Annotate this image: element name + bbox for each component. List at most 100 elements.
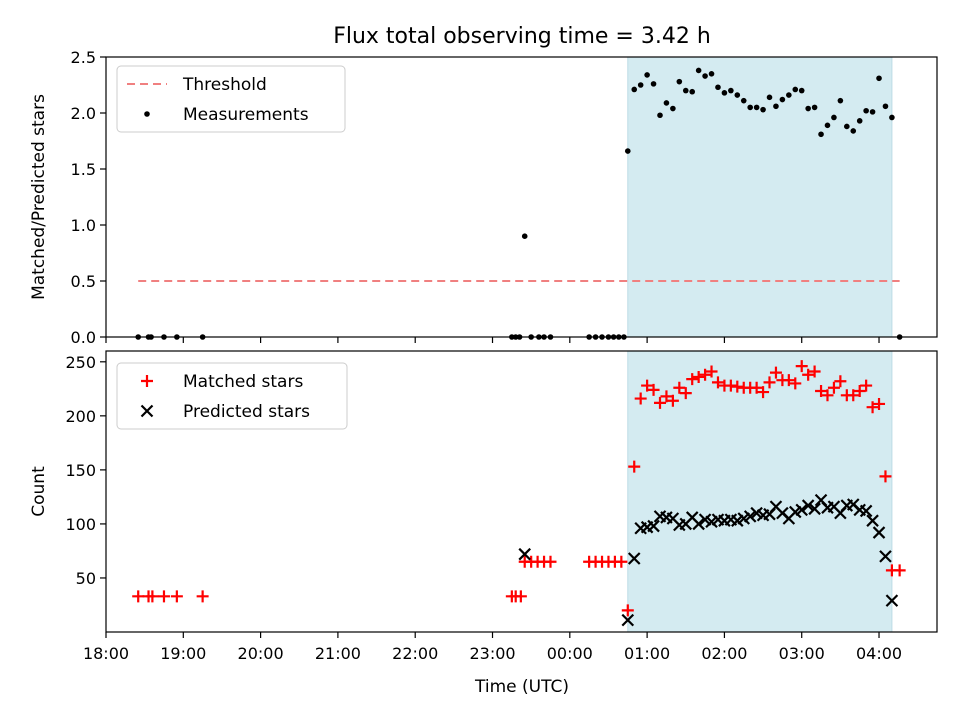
measurements-point xyxy=(850,128,857,134)
legend: Threshold Measurements xyxy=(116,65,346,133)
predicted-stars-point xyxy=(885,594,899,607)
legend-box xyxy=(116,362,348,430)
matched-stars-point xyxy=(821,389,834,402)
matched-stars-point xyxy=(705,365,718,378)
x-tick-label: 04:00 xyxy=(856,644,902,663)
measurements-point xyxy=(856,118,863,124)
measurements-point xyxy=(760,106,766,113)
y-tick-label: 2.0 xyxy=(71,104,96,123)
matched-stars-point xyxy=(769,366,782,379)
matched-stars-point xyxy=(641,379,654,392)
matched-stars-point xyxy=(763,376,776,389)
matched-stars-point xyxy=(170,590,183,603)
matched-stars-point xyxy=(834,375,847,388)
y-tick-label: 1.5 xyxy=(71,160,96,179)
predicted-stars-point xyxy=(879,550,892,563)
measurements-point xyxy=(624,148,631,154)
legend-box xyxy=(116,65,346,133)
measurements-point xyxy=(869,109,876,115)
matched-stars-point xyxy=(847,389,860,402)
x-tick-label: 23:00 xyxy=(469,644,515,663)
matched-stars-point xyxy=(196,590,209,603)
legend-label: Threshold xyxy=(182,75,267,95)
matched-stars-point xyxy=(692,370,705,383)
y-tick-label: 50 xyxy=(76,569,96,588)
matched-stars-point xyxy=(514,590,527,603)
predicted-stars-point xyxy=(692,517,705,531)
predicted-stars-point xyxy=(808,502,821,516)
measurements-point xyxy=(682,87,689,94)
measurements-point xyxy=(786,92,792,98)
measurements-point xyxy=(811,104,818,111)
matched-stars-point xyxy=(866,401,879,414)
y-axis-label: Matched/Predicted stars xyxy=(29,94,49,300)
predicted-stars-point xyxy=(859,504,873,518)
measurements-point xyxy=(773,103,779,110)
matched-stars-point xyxy=(879,470,892,483)
chart-title: Flux total observing time = 3.42 h xyxy=(333,24,711,49)
matched-stars-point xyxy=(795,360,808,373)
matched-stars-point xyxy=(666,394,679,407)
predicted-stars-point xyxy=(647,519,660,533)
matched-stars-point xyxy=(782,374,795,387)
legend-label: Measurements xyxy=(183,105,309,125)
legend-label: Matched stars xyxy=(183,372,303,392)
matched-stars-point xyxy=(621,604,634,617)
measurements-point xyxy=(882,103,889,110)
top-panel: 0.0 0.5 1.0 1.5 2.0 2.5 Matched/Predicted star… xyxy=(29,48,938,347)
x-tick-label: 03:00 xyxy=(779,644,825,663)
measurements-point xyxy=(805,105,811,112)
axes-frame xyxy=(105,350,938,633)
x-tick-label: 00:00 xyxy=(547,644,593,663)
measurements-point xyxy=(824,122,831,129)
measurements-point xyxy=(740,97,747,104)
y-tick-label: 1.0 xyxy=(71,216,96,235)
x-axis-label: Time (UTC) xyxy=(474,677,569,697)
measurements-point xyxy=(721,90,728,96)
x-tick-label: 18:00 xyxy=(83,644,129,663)
matched-stars-point xyxy=(647,383,660,396)
y-axis-label: Count xyxy=(29,466,49,517)
legend-marker-matched xyxy=(141,375,153,387)
matched-stars-point xyxy=(686,373,699,386)
predicted-stars-point xyxy=(621,613,635,627)
matched-stars-point xyxy=(853,384,866,397)
predicted-stars-point xyxy=(627,552,641,565)
measurements-point xyxy=(708,71,715,77)
matched-stars-point xyxy=(827,381,840,394)
measurements-point xyxy=(663,100,670,106)
measurements-point xyxy=(637,82,644,88)
y-tick-label: 2.5 xyxy=(71,48,96,67)
matched-stars-point xyxy=(873,397,886,410)
measurements-point xyxy=(728,87,734,94)
measurements-point xyxy=(818,131,824,138)
measurements-point xyxy=(670,105,676,112)
measurements-point xyxy=(753,104,760,111)
measurements-point xyxy=(650,81,657,87)
matched-stars-point xyxy=(893,564,906,577)
measurements-point xyxy=(766,94,773,101)
matched-stars-point xyxy=(146,590,159,603)
predicted-stars-point xyxy=(795,503,808,517)
x-tick-label: 02:00 xyxy=(701,644,747,663)
y-tick-label: 150 xyxy=(65,461,96,480)
matched-stars-point xyxy=(673,381,686,394)
matched-stars-point xyxy=(628,460,641,473)
legend-marker-measurements xyxy=(144,111,150,117)
measurements-point xyxy=(792,86,799,93)
matched-stars-point xyxy=(660,390,673,403)
matched-stars-point xyxy=(802,368,815,381)
measurements-point xyxy=(521,233,528,239)
matched-stars-point xyxy=(699,368,712,381)
x-tick-label: 19:00 xyxy=(160,644,206,663)
measurements-point xyxy=(734,92,741,98)
x-tick-label: 22:00 xyxy=(392,644,438,663)
legend: Matched stars Predicted stars xyxy=(116,362,348,430)
axes-frame xyxy=(105,56,938,338)
bottom-panel: 50 100 150 200 250 18:00 19:00 20:00 21:00 22:00 2… xyxy=(29,350,938,663)
y-tick-label: 250 xyxy=(65,353,96,372)
y-tick-label: 0.0 xyxy=(71,328,96,347)
measurements-point xyxy=(831,114,837,121)
matched-stars-point xyxy=(789,377,802,390)
